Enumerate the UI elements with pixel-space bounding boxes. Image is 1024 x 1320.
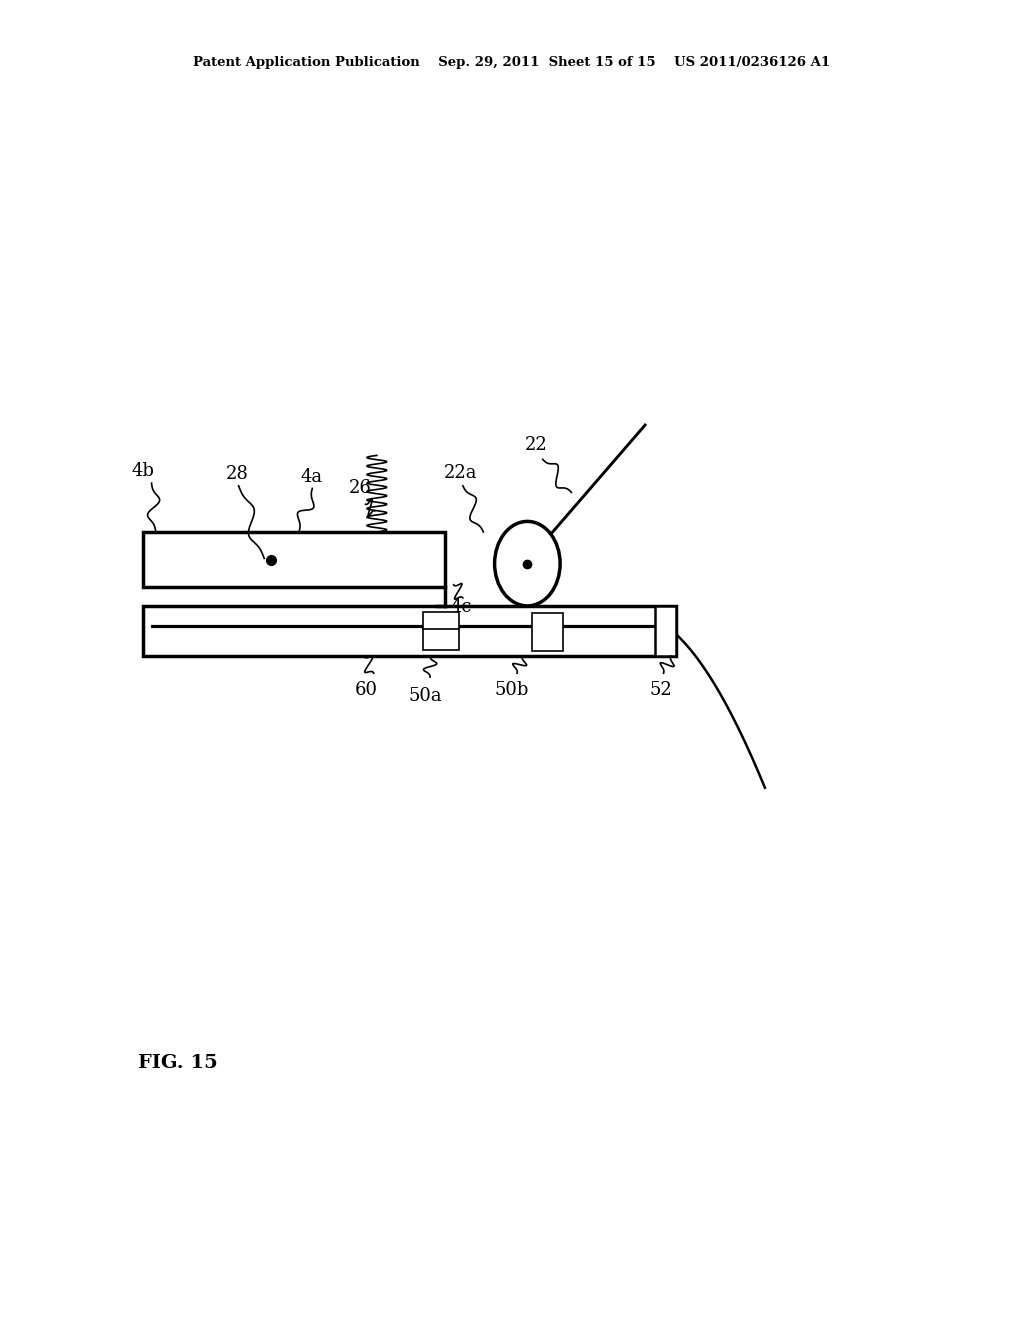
Bar [532,614,563,651]
Text: 22: 22 [525,436,548,454]
Bar [143,606,676,656]
Text: 60: 60 [355,681,378,700]
Circle shape [495,521,560,606]
Text: 28: 28 [226,465,249,483]
Bar [423,612,459,649]
Text: FIG. 15: FIG. 15 [138,1053,218,1072]
Text: 4c: 4c [451,598,471,616]
Text: 4a: 4a [300,467,323,486]
Text: 50a: 50a [409,686,441,705]
Bar [143,532,445,587]
Text: 26: 26 [349,479,372,498]
Text: Patent Application Publication    Sep. 29, 2011  Sheet 15 of 15    US 2011/02361: Patent Application Publication Sep. 29, … [194,55,830,69]
Bar [655,606,676,656]
Text: 50b: 50b [495,681,529,700]
Text: 22a: 22a [444,463,477,482]
Text: 52: 52 [649,681,672,700]
Text: 4b: 4b [132,462,155,480]
